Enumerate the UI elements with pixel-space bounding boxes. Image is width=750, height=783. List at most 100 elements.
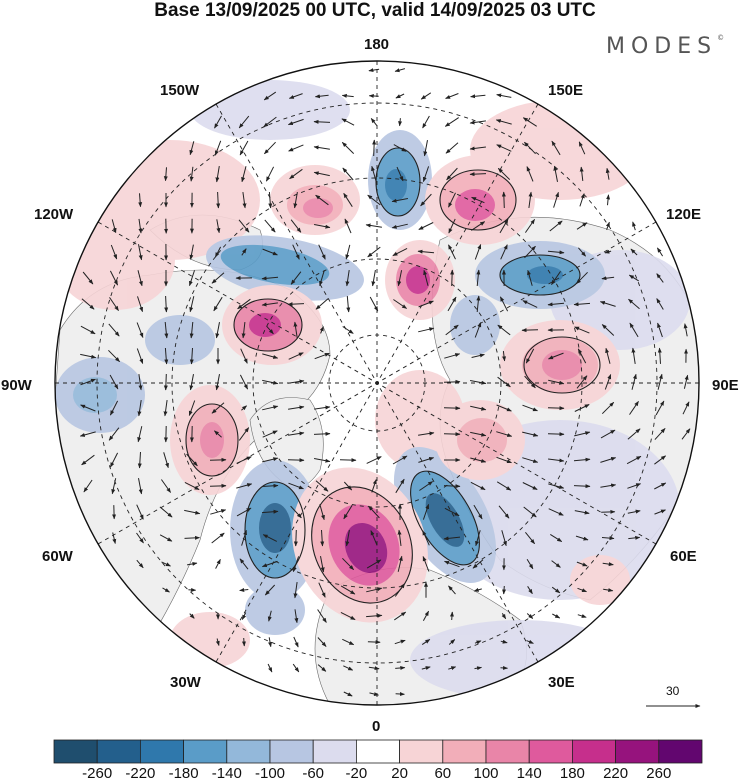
wind-vector [654,482,667,490]
wind-vector [342,557,354,571]
wind-vector [397,555,403,572]
wind-vector [211,272,225,284]
wind-vector [444,353,461,359]
wind-vector [547,250,565,255]
colorbar-swatch [96,739,141,764]
wind-vector [262,405,279,411]
wind-vector [444,117,459,127]
wind-vector [657,347,662,364]
colorbar-swatch [442,739,487,764]
wind-vector [189,141,195,156]
wind-vector [369,692,379,696]
wind-vector [186,453,198,467]
wind-vector [527,586,533,595]
contour [311,486,413,604]
wind-vector [474,322,482,338]
wind-vector [110,244,118,260]
colorbar-tick-label: -100 [254,765,286,782]
wind-vector [422,556,430,572]
wind-vector [236,483,253,489]
wind-vector [164,347,169,365]
wind-vector [448,639,456,645]
wind-vector [601,324,615,336]
wind-vector [236,456,252,464]
wind-vector [443,379,461,384]
positive-anomaly [200,422,224,458]
wind-vector [681,428,691,440]
wind-vector [340,611,356,621]
wind-vector [215,558,221,569]
wind-vector [265,166,275,182]
wind-vector [522,117,537,127]
wind-vector [418,327,435,333]
wind-vector [109,452,119,468]
wind-vector [497,376,511,388]
wind-vector [261,483,279,488]
wind-vector [287,118,304,126]
colorbar-swatch [226,739,271,764]
wind-vector [497,168,511,180]
contour [233,298,303,352]
wind-vector [80,378,96,386]
wind-vector [264,141,276,155]
wind-vector [81,298,95,310]
wind-vector [239,587,249,592]
wind-vector [187,561,198,566]
wind-vector [469,172,487,177]
wind-vector [318,582,326,598]
wind-vector [317,637,327,647]
wind-vector [315,298,329,310]
wind-vector [368,505,380,519]
colorbar-tick-label: 20 [391,765,408,782]
wind-vector [422,166,430,183]
colorbar-swatch [485,739,530,764]
wind-vector [628,298,640,310]
wind-vector [264,584,276,596]
wind-vector [422,503,430,520]
wind-vector [605,221,610,230]
wind-vector [370,118,378,126]
wind-vector [631,373,637,390]
wind-vector [576,222,588,230]
wind-vector [579,193,585,207]
wind-vector [345,244,351,260]
wind-vector [603,588,614,593]
wind-vector [601,276,615,281]
wind-vector [499,296,509,312]
wind-vector [136,348,144,364]
wind-vector [421,666,431,670]
wind-vector [549,220,563,232]
wind-vector [551,560,561,568]
wind-vector [319,504,325,521]
wind-vector [496,144,512,152]
wind-vector [471,221,486,231]
colorbar-tick-label: -140 [211,765,242,782]
wind-vector [604,249,612,254]
wind-vector [292,244,300,260]
wind-vector [367,194,381,206]
wind-vector [287,458,305,463]
wind-vector [240,348,248,364]
wind-vector [448,244,456,260]
graticule [55,61,699,705]
wind-vector [211,402,225,414]
wind-vector [80,404,96,412]
wind-vector [162,587,170,593]
wind-vector [574,431,591,437]
wind-vector [474,640,482,645]
wind-vector [319,270,325,287]
wind-vector [682,401,690,415]
negative-anomaly [73,377,117,413]
wind-vector [215,374,220,391]
wind-vector [655,400,665,416]
wind-vector [137,400,142,417]
negative-anomaly [385,169,407,201]
wind-vector [422,115,430,129]
colorbar-swatch [183,739,228,764]
anomaly-patch [190,80,350,140]
wind-vector [471,196,485,204]
wind-vector [184,509,201,515]
wind-vector [551,586,561,594]
wind-vector [522,457,539,463]
wind-vector [371,165,377,182]
